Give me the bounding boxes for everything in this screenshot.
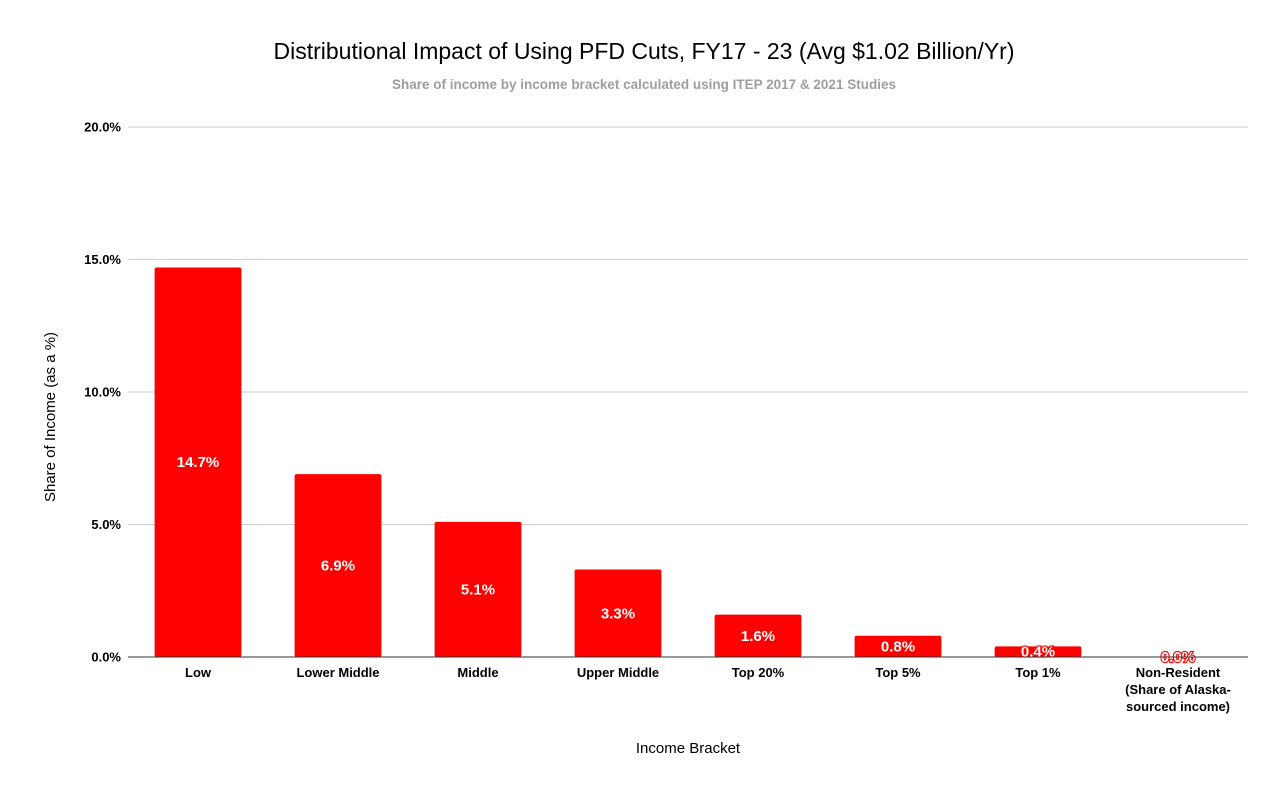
x-tick-label: Lower Middle [296,665,379,680]
x-tick-label: Top 5% [875,665,921,680]
y-tick-label: 10.0% [84,385,121,400]
data-label: 3.3% [601,605,635,622]
bar [574,569,662,657]
data-label: 5.1% [461,581,495,598]
y-tick-label: 5.0% [91,517,121,532]
data-label: 14.7% [177,454,220,471]
bar [294,474,382,657]
gridlines [128,126,1248,525]
chart-subtitle: Share of income by income bracket calcul… [392,77,896,92]
bar [854,635,942,657]
x-axis-title: Income Bracket [636,740,741,757]
bars [154,267,1082,657]
bar [434,521,522,657]
chart-title: Distributional Impact of Using PFD Cuts,… [273,38,1015,64]
data-label: 0.4% [1021,644,1055,661]
data-label: 0.8% [881,638,915,655]
y-axis-title: Share of Income (as a %) [42,332,59,502]
y-tick-label: 20.0% [84,120,121,135]
x-tick-label: Middle [457,665,498,680]
data-labels: 14.7%6.9%5.1%3.3%1.6%0.8% 0.4% 0.0% [176,453,1197,667]
y-tick-label: 15.0% [84,252,121,267]
x-tick-label: Top 20% [732,665,785,680]
bar [714,614,802,657]
x-tick-label: sourced income) [1126,699,1230,714]
x-tick-labels: Low Lower Middle Middle Upper Middle Top 20%… [185,665,1231,714]
x-tick-label: Low [185,665,212,680]
bar [994,646,1082,657]
x-tick-label: (Share of Alaska- [1125,682,1231,697]
x-tick-label: Non-Resident [1136,665,1221,680]
y-tick-label: 0.0% [91,650,121,665]
x-tick-label: Top 1% [1015,665,1061,680]
data-label: 1.6% [741,628,775,645]
x-tick-label: Upper Middle [577,665,659,680]
y-tick-labels: 0.0% 5.0% 10.0% 15.0% 20.0% [84,120,121,665]
data-label: 6.9% [321,558,355,575]
bar [154,267,242,657]
